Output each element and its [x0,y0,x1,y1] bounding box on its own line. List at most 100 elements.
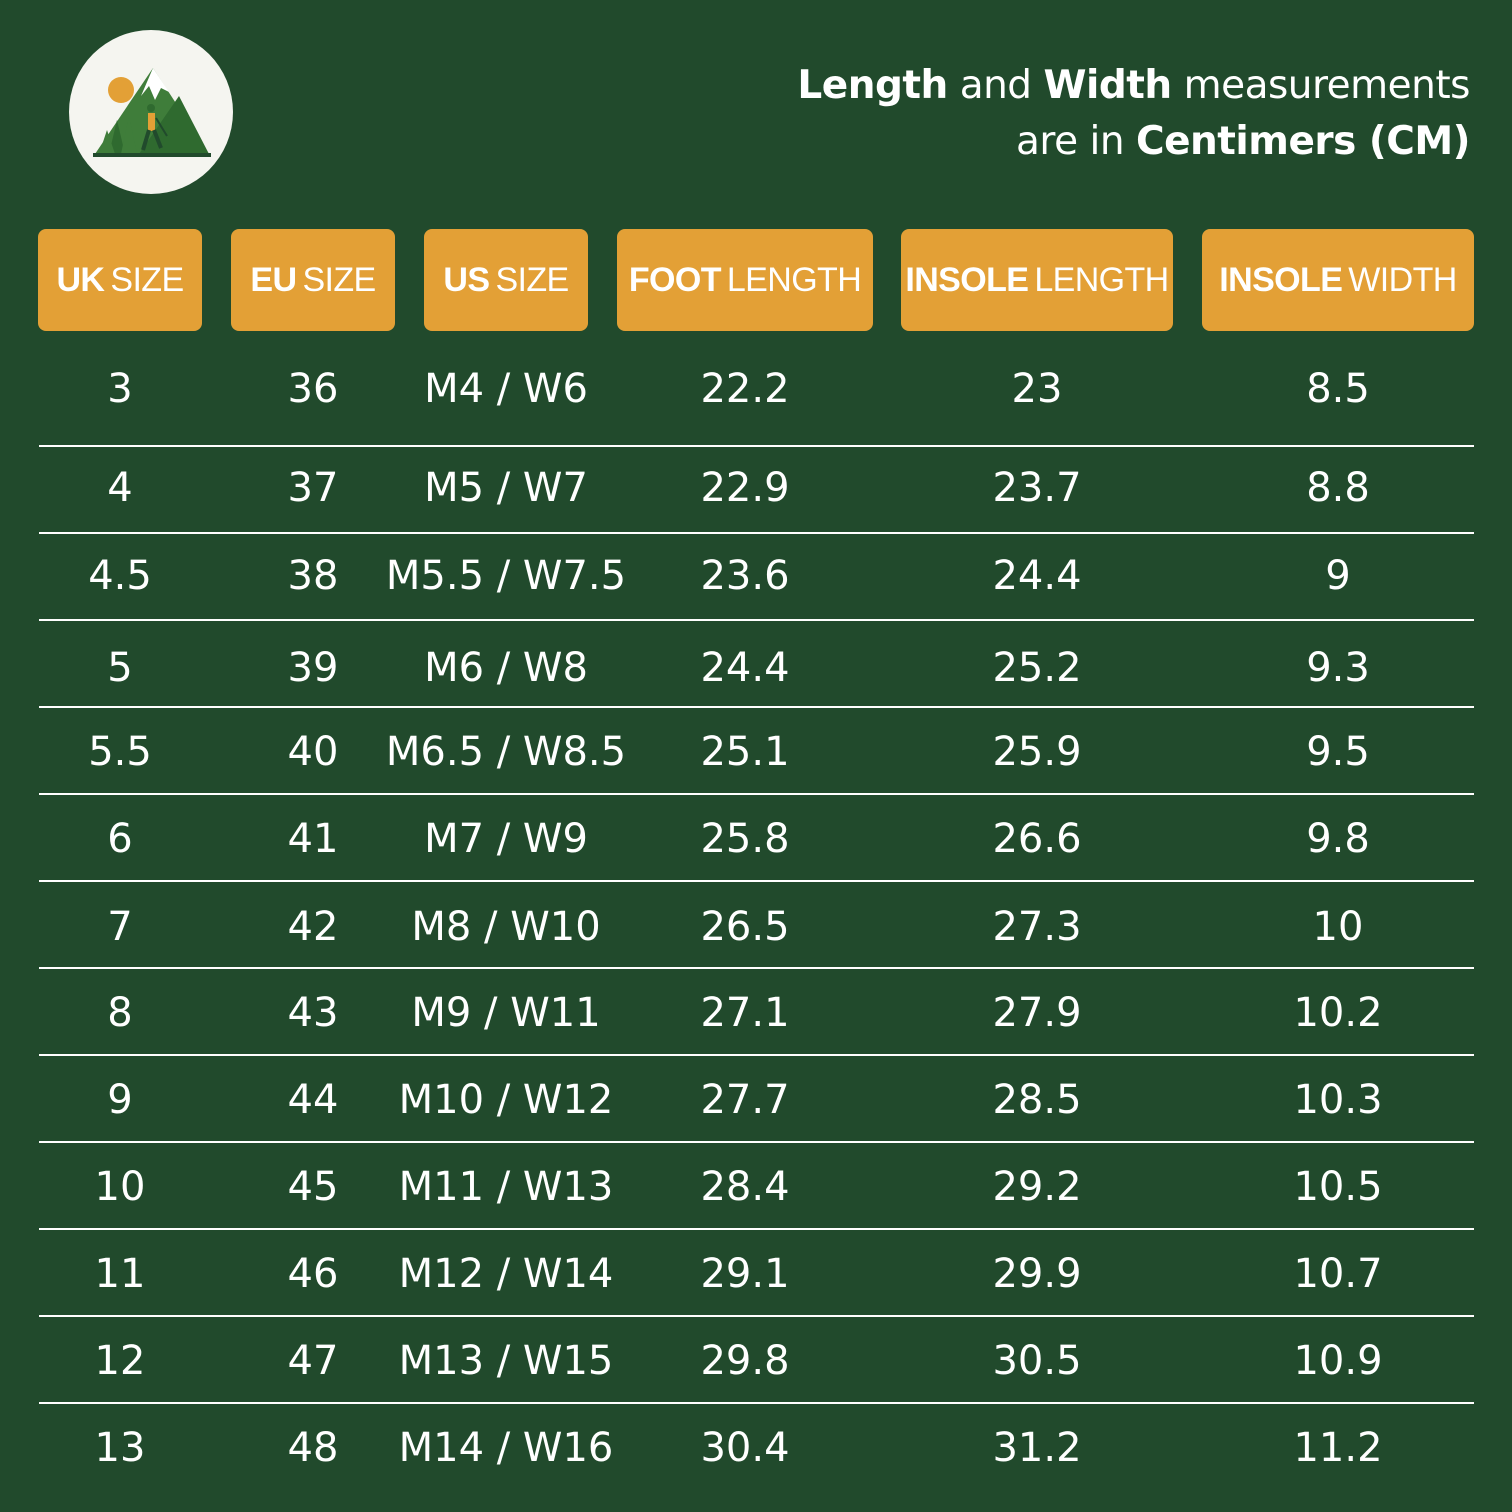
cell-us-size: M13 / W15 [398,1338,614,1384]
cell-uk-size: 9 [107,1077,133,1123]
cell-uk-size: 12 [94,1338,146,1384]
cell-eu-size: 47 [287,1338,339,1384]
cell-uk-size: 13 [94,1425,146,1471]
cell-eu-size: 37 [287,465,339,511]
cell-insole-length: 24.4 [992,553,1082,599]
cell-foot-length: 23.6 [700,553,790,599]
header-light-text: LENGTH [726,260,862,299]
cell-insole-width: 10.7 [1293,1251,1383,1297]
row-divider [39,706,1474,708]
row-divider [39,880,1474,882]
cell-insole-length: 26.6 [992,816,1082,862]
cell-foot-length: 27.1 [700,990,790,1036]
column-header-uk-size: UK SIZE [38,229,202,331]
cell-us-size: M4 / W6 [424,366,588,412]
cell-us-size: M8 / W10 [411,904,601,950]
header-bold-text: UK [56,260,105,299]
header-bold-text: EU [250,260,297,299]
header-bold-text: INSOLE [1219,260,1343,299]
cell-eu-size: 38 [287,553,339,599]
column-header-foot-length: FOOT LENGTH [617,229,873,331]
cell-uk-size: 3 [107,366,133,412]
cell-insole-width: 9.8 [1306,816,1370,862]
cell-us-size: M6 / W8 [424,645,588,691]
cell-insole-width: 9.5 [1306,729,1370,775]
cell-eu-size: 39 [287,645,339,691]
note-measurements: measurements [1171,63,1471,108]
row-divider [39,1054,1474,1056]
header-light-text: WIDTH [1348,260,1457,299]
cell-uk-size: 4 [107,465,133,511]
cell-foot-length: 22.2 [700,366,790,412]
cell-us-size: M7 / W9 [424,816,588,862]
cell-us-size: M5.5 / W7.5 [385,553,627,599]
cell-insole-length: 23.7 [992,465,1082,511]
cell-foot-length: 28.4 [700,1164,790,1210]
cell-eu-size: 43 [287,990,339,1036]
column-header-insole-width: INSOLE WIDTH [1202,229,1474,331]
cell-insole-length: 25.9 [992,729,1082,775]
header-light-text: SIZE [495,260,569,299]
cell-insole-length: 28.5 [992,1077,1082,1123]
cell-foot-length: 29.1 [700,1251,790,1297]
row-divider [39,967,1474,969]
cell-insole-length: 29.2 [992,1164,1082,1210]
cell-eu-size: 46 [287,1251,339,1297]
cell-uk-size: 6 [107,816,133,862]
note-length: Length [797,63,948,108]
cell-uk-size: 11 [94,1251,146,1297]
header-bold-text: FOOT [628,260,722,299]
cell-uk-size: 4.5 [88,553,152,599]
cell-us-size: M12 / W14 [398,1251,614,1297]
row-divider [39,532,1474,534]
cell-insole-length: 27.3 [992,904,1082,950]
cell-uk-size: 8 [107,990,133,1036]
cell-eu-size: 42 [287,904,339,950]
row-divider [39,1141,1474,1143]
header-bold-text: US [443,260,490,299]
measurement-note-line-1: Length and Width measurements [797,58,1470,114]
cell-foot-length: 25.8 [700,816,790,862]
cell-eu-size: 44 [287,1077,339,1123]
cell-insole-width: 9.3 [1306,645,1370,691]
cell-us-size: M14 / W16 [398,1425,614,1471]
cell-insole-width: 8.8 [1306,465,1370,511]
column-header-us-size: US SIZE [424,229,588,331]
cell-insole-length: 23 [1011,366,1063,412]
cell-eu-size: 48 [287,1425,339,1471]
cell-insole-width: 10.5 [1293,1164,1383,1210]
cell-uk-size: 10 [94,1164,146,1210]
column-header-insole-length: INSOLE LENGTH [901,229,1173,331]
cell-insole-width: 10.9 [1293,1338,1383,1384]
cell-uk-size: 7 [107,904,133,950]
row-divider [39,619,1474,621]
header-light-text: LENGTH [1034,260,1169,299]
cell-eu-size: 41 [287,816,339,862]
header-light-text: SIZE [302,260,376,299]
note-and: and [947,63,1044,108]
note-unit: Centimers (CM) [1135,119,1471,164]
row-divider [39,1402,1474,1404]
cell-us-size: M6.5 / W8.5 [385,729,627,775]
cell-foot-length: 24.4 [700,645,790,691]
row-divider [39,445,1474,447]
cell-us-size: M5 / W7 [424,465,588,511]
header-bold-text: INSOLE [905,260,1029,299]
cell-eu-size: 45 [287,1164,339,1210]
cell-insole-width: 8.5 [1306,366,1370,412]
note-width: Width [1043,63,1172,108]
cell-foot-length: 26.5 [700,904,790,950]
cell-us-size: M10 / W12 [398,1077,614,1123]
cell-foot-length: 25.1 [700,729,790,775]
cell-insole-width: 10.2 [1293,990,1383,1036]
row-divider [39,1315,1474,1317]
measurement-note-line-2: are in Centimers (CM) [797,114,1470,170]
cell-foot-length: 22.9 [700,465,790,511]
cell-foot-length: 30.4 [700,1425,790,1471]
cell-us-size: M11 / W13 [398,1164,614,1210]
brand-logo [69,30,233,194]
column-header-eu-size: EU SIZE [231,229,395,331]
measurement-note: Length and Width measurements are in Cen… [797,58,1470,170]
cell-foot-length: 29.8 [700,1338,790,1384]
header-light-text: SIZE [110,260,184,299]
